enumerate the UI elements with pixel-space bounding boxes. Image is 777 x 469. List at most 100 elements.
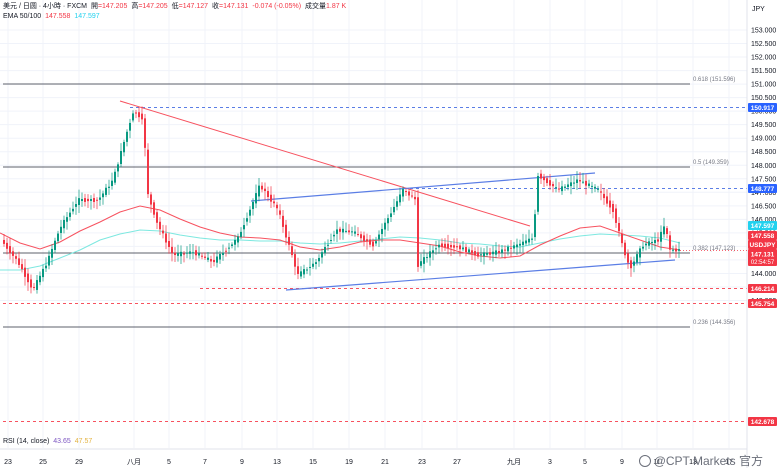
candle-body xyxy=(303,269,305,275)
candle-body xyxy=(312,263,314,267)
candle-body xyxy=(621,233,623,244)
candle-body xyxy=(498,251,500,253)
candle-body xyxy=(273,201,275,204)
candle-body xyxy=(168,240,170,248)
ema100-value: 147.597 xyxy=(74,13,100,20)
price-tag-last: 147.131 xyxy=(751,252,775,259)
price-tag-countdown: 02:54:57 xyxy=(751,260,775,266)
candle-body xyxy=(660,231,662,242)
ema100-line xyxy=(0,229,681,271)
open-value: =147.205 xyxy=(97,3,128,10)
price-tag-symbol: USDJPY xyxy=(749,242,776,249)
candle-body xyxy=(66,217,68,222)
price-tick-label: 149.500 xyxy=(751,122,776,129)
candle-body xyxy=(540,173,542,179)
candle-body xyxy=(465,247,467,253)
candle-body xyxy=(318,257,320,262)
candle-body xyxy=(471,250,473,254)
candle-body xyxy=(579,180,581,182)
candle-body xyxy=(228,247,230,249)
candle-body xyxy=(138,112,140,118)
symbol-title[interactable]: 美元 / 日圆 · 4小時 · FXCM xyxy=(3,3,87,10)
candle-body xyxy=(402,189,404,197)
time-tick-label: 九月 xyxy=(507,457,521,466)
time-tick-label: 11 xyxy=(653,459,660,466)
candle-body xyxy=(411,195,413,197)
time-tick-label: 13 xyxy=(689,459,697,466)
price-tag-ema100: 147.597 xyxy=(751,223,775,230)
price-tick-label: 149.000 xyxy=(751,136,776,143)
price-tick-label: 151.000 xyxy=(751,82,776,89)
candle-body xyxy=(294,254,296,267)
candle-body xyxy=(132,113,134,121)
fib-level-label: 0.5 (149.359) xyxy=(693,160,729,166)
candle-body xyxy=(27,273,29,283)
candle-body xyxy=(504,249,506,251)
candle-body xyxy=(672,249,674,251)
price-tick-label: 147.500 xyxy=(751,176,776,183)
candle-body xyxy=(441,243,443,248)
candle-body xyxy=(249,209,251,216)
candle-body xyxy=(9,246,11,254)
brand-icon xyxy=(638,455,651,467)
candle-body xyxy=(612,204,614,212)
time-tick-label: 29 xyxy=(75,459,83,466)
horizontal-levels xyxy=(3,83,747,422)
price-tag-ema50: 147.558 xyxy=(751,233,775,240)
candle-body xyxy=(165,233,167,243)
candle-body xyxy=(144,118,146,148)
candle-body xyxy=(528,238,530,243)
candle-body xyxy=(429,251,431,258)
candle-body xyxy=(489,252,491,255)
candle-body xyxy=(147,149,149,195)
candle-body xyxy=(552,184,554,187)
downtrend-line xyxy=(119,100,531,227)
candle-body xyxy=(405,191,407,193)
time-tick-label: 17 xyxy=(725,459,733,466)
time-axis[interactable]: 23 25 29 八月 5 7 9 13 15 19 21 23 27 九月 3 5 9 11 13 17 xyxy=(0,448,747,466)
candle-body xyxy=(21,264,23,270)
candle-body xyxy=(270,194,272,202)
candle-body xyxy=(333,234,335,237)
candle-body xyxy=(519,243,521,246)
candle-body xyxy=(279,210,281,215)
rsi-legend[interactable]: RSI (14, close) 43.65 47.57 xyxy=(3,437,92,446)
low-value: =147.127 xyxy=(178,3,209,10)
candle-body xyxy=(81,199,83,201)
candle-body xyxy=(327,244,329,246)
candle-body xyxy=(114,171,116,183)
candle-body xyxy=(261,185,263,190)
candle-body xyxy=(204,256,206,258)
candle-body xyxy=(192,252,194,254)
ema-legend[interactable]: EMA 50/100 147.558 147.597 xyxy=(3,12,100,21)
candle-body xyxy=(600,191,602,193)
candle-body xyxy=(567,184,569,188)
trend-lines[interactable] xyxy=(119,100,676,291)
candle-body xyxy=(510,247,512,249)
candle-body xyxy=(606,196,608,204)
candle-body xyxy=(633,261,635,266)
high-value: =147.205 xyxy=(138,3,168,10)
candle-body xyxy=(219,253,221,260)
price-tick-label: 151.500 xyxy=(751,68,776,75)
candle-body xyxy=(414,196,416,200)
candle-body xyxy=(42,268,44,278)
fib-level-label: 0.236 (144.356) xyxy=(693,320,735,326)
candle-body xyxy=(597,188,599,190)
candle-body xyxy=(198,253,200,256)
time-tick-label: 9 xyxy=(620,459,624,466)
candle-body xyxy=(678,249,680,251)
candle-body xyxy=(609,200,611,208)
price-tag-148777: 148.777 xyxy=(751,186,775,193)
candle-body xyxy=(639,248,641,258)
candle-body xyxy=(264,188,266,192)
candle-body xyxy=(432,250,434,253)
candle-body xyxy=(492,251,494,255)
candle-body xyxy=(258,185,260,197)
time-tick-label: 3 xyxy=(548,459,552,466)
candle-body xyxy=(444,243,446,248)
candle-body xyxy=(516,244,518,248)
candle-body xyxy=(195,250,197,256)
candle-body xyxy=(459,245,461,250)
